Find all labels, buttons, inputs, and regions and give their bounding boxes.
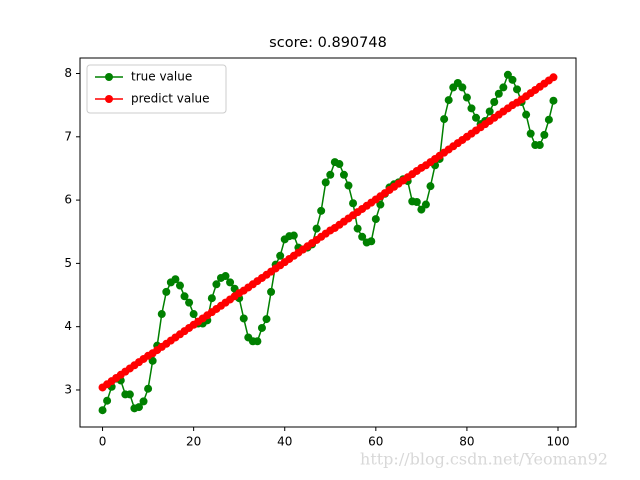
point [426,182,435,191]
point [226,278,235,287]
x-tick-label: 0 [99,435,107,449]
point [162,287,171,296]
point [490,97,499,106]
x-tick-label: 20 [186,435,201,449]
x-tick-label: 40 [277,435,292,449]
point [526,129,535,138]
y-tick-label: 4 [64,319,72,333]
point [440,115,449,124]
point [508,75,517,84]
point [239,314,248,323]
point [144,384,153,393]
point [335,160,344,169]
point [207,294,216,303]
chart-title: score: 0.890748 [269,35,387,51]
y-tick-label: 6 [64,193,72,207]
point [421,200,430,209]
x-tick-label: 80 [459,435,474,449]
y-tick-label: 3 [64,382,72,396]
point [157,310,166,319]
x-tick-label: 60 [368,435,383,449]
point [349,199,358,208]
point [257,323,266,332]
point [103,396,112,405]
point [549,96,558,105]
point [444,96,453,105]
point [467,104,476,113]
point [189,310,198,319]
point [499,83,508,92]
point [253,337,262,346]
point [171,275,180,284]
point [458,83,467,92]
point [549,73,558,82]
point [125,390,134,399]
point [535,141,544,150]
legend-marker [105,73,113,81]
point [412,197,421,206]
point [367,237,376,246]
watermark: http://blog.csdn.net/Yeoman92 [360,450,608,469]
point [544,115,553,124]
legend-label: true value [131,70,192,84]
point [326,170,335,179]
point [472,113,481,122]
y-tick-label: 5 [64,256,72,270]
point [267,287,276,296]
point [212,280,221,289]
point [513,85,522,94]
point [175,281,184,290]
legend-marker [105,95,113,103]
y-tick-label: 8 [64,66,72,80]
point [540,130,549,139]
y-tick-label: 7 [64,129,72,143]
point [321,178,330,187]
point [289,231,298,240]
point [262,315,271,324]
point [485,107,494,116]
point [339,170,348,179]
point [494,89,503,98]
point [312,224,321,233]
x-tick-label: 100 [547,435,570,449]
point [98,406,107,415]
legend-label: predict value [131,92,210,106]
point [139,397,148,406]
point [180,292,189,301]
point [134,403,143,412]
point [522,110,531,119]
point [221,272,230,281]
point [317,206,326,215]
point [462,93,471,102]
point [353,224,362,233]
point [344,181,353,190]
point [276,251,285,260]
point [185,298,194,307]
plot-frame [79,57,577,428]
point [358,232,367,241]
point [371,215,380,224]
